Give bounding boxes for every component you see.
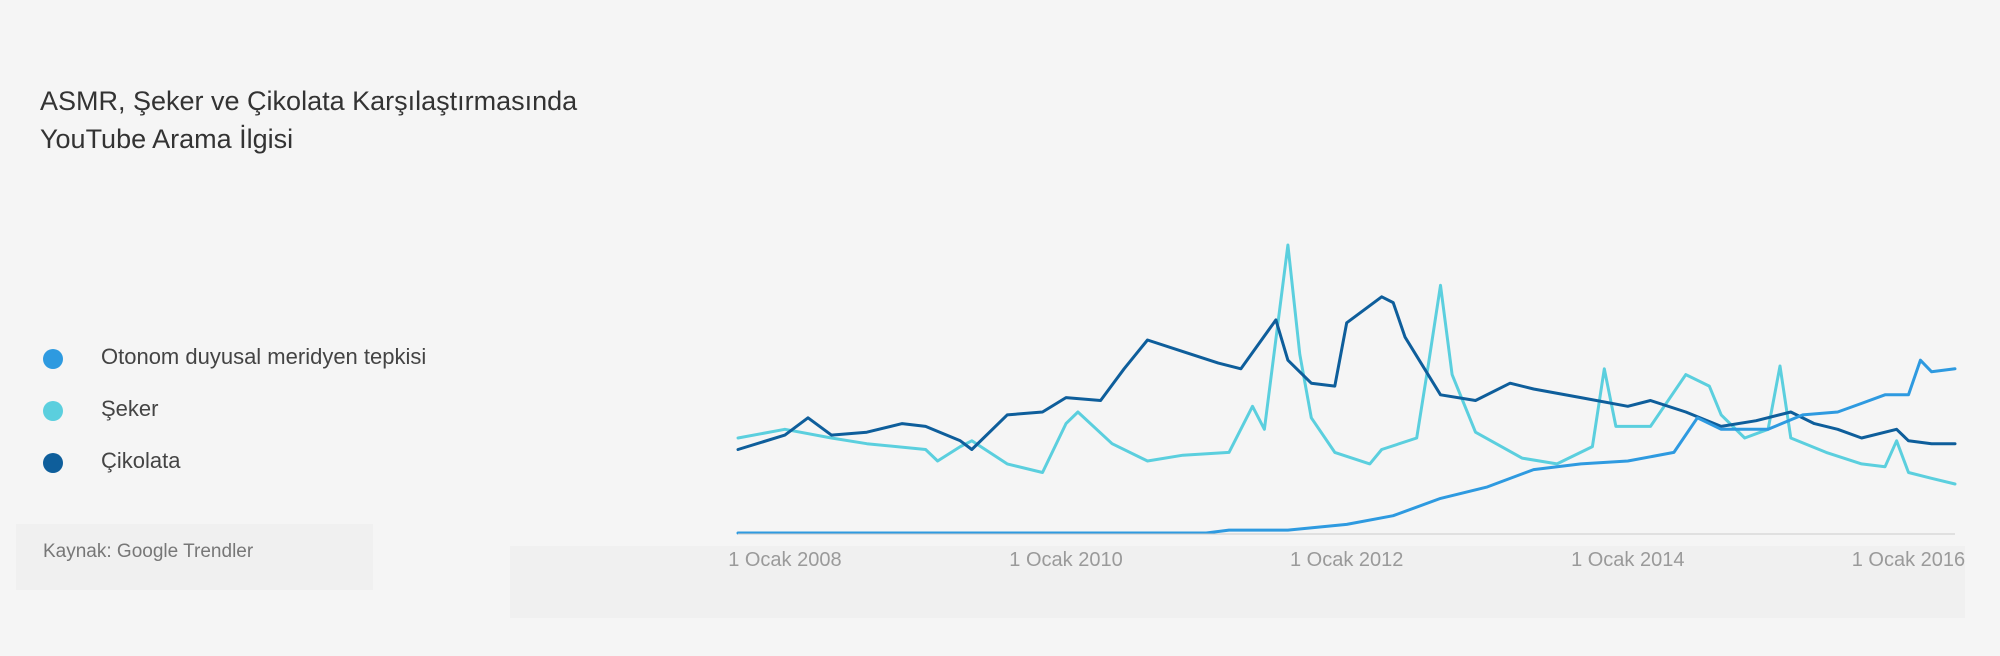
source-box: Kaynak: Google Trendler	[16, 524, 373, 590]
legend-marker-cikolata	[43, 453, 63, 473]
legend-marker-asmr	[43, 349, 63, 369]
legend-label-asmr: Otonom duyusal meridyen tepkisi	[101, 344, 427, 369]
chart-title: ASMR, Şeker ve Çikolata Karşılaştırmasın…	[40, 82, 680, 158]
x-axis-panel	[510, 546, 1965, 618]
series-line-asmr	[736, 358, 1957, 535]
series-line-cikolata	[736, 295, 1957, 451]
legend-label-cikolata: Çikolata	[101, 448, 181, 473]
x-tick-labels: 1 Ocak 2008 1 Ocak 2010 1 Ocak 2012 1 Ocak …	[728, 549, 1965, 571]
source-text: Kaynak: Google Trendler	[43, 541, 254, 562]
x-tick-label: 1 Ocak 2010	[1009, 549, 1122, 571]
chart-title-line-1: ASMR, Şeker ve Çikolata Karşılaştırmasın…	[40, 86, 578, 116]
x-tick-label: 1 Ocak 2016	[1852, 549, 1965, 571]
series-layer	[736, 243, 1957, 535]
legend-label-seker: Şeker	[101, 396, 159, 421]
x-tick-label: 1 Ocak 2008	[728, 549, 841, 571]
x-tick-label: 1 Ocak 2012	[1290, 549, 1403, 571]
legend-marker-seker	[43, 401, 63, 421]
series-line-seker	[736, 243, 1957, 486]
x-tick-label: 1 Ocak 2014	[1571, 549, 1684, 571]
chart-title-line-2: YouTube Arama İlgisi	[40, 124, 294, 154]
